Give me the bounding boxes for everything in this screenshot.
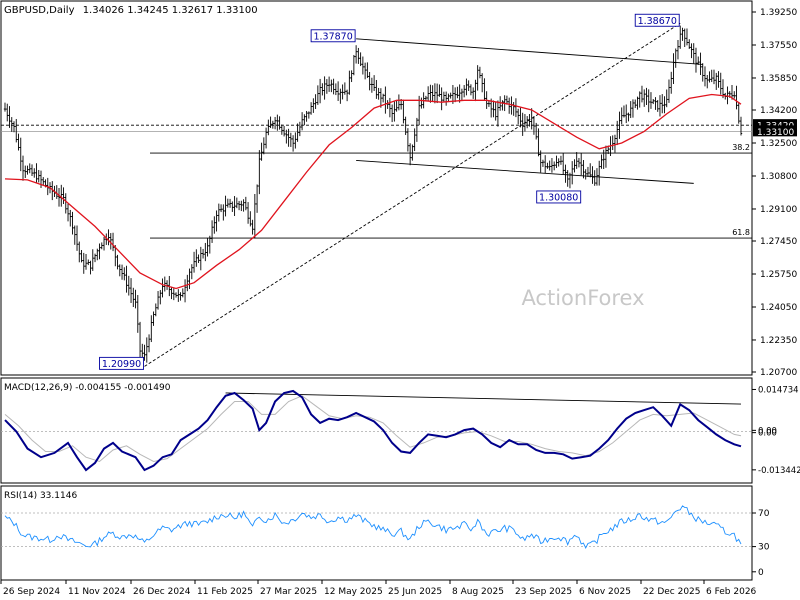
x-tick-label: 27 Mar 2025 xyxy=(260,587,317,597)
y-tick-label: 1.25750 xyxy=(760,270,797,280)
symbol-timeframe: GBPUSD,Daily xyxy=(4,5,75,16)
rsi-title: RSI(14) 33.1146 xyxy=(4,491,77,501)
price-annotation-label: 1.38670 xyxy=(638,16,677,27)
y-tick-label: 1.29100 xyxy=(760,205,797,215)
ohlc-values: 1.34026 1.34245 1.32617 1.33100 xyxy=(83,5,258,16)
x-tick-label: 6 Feb 2026 xyxy=(706,587,757,597)
trendline xyxy=(356,160,694,184)
rsi-line xyxy=(4,505,742,550)
y-tick-label: 1.37550 xyxy=(760,41,797,51)
x-tick-label: 26 Dec 2024 xyxy=(133,587,191,597)
macd-y-label: -0.013442 xyxy=(758,466,800,476)
price-annotation-box xyxy=(310,29,356,43)
x-tick-label: 6 Nov 2025 xyxy=(579,587,631,597)
price-annotation-label: 1.37870 xyxy=(313,31,352,42)
y-tick-label: 1.35850 xyxy=(760,74,797,84)
rsi-panel-frame xyxy=(0,485,753,581)
sma-line xyxy=(4,93,742,290)
y-tick-label: 1.24050 xyxy=(760,303,797,313)
x-axis: 26 Sep 2024 11 Nov 2024 26 Dec 2024 11 Feb … xyxy=(0,580,757,597)
rsi-y-label: 30 xyxy=(758,543,770,553)
fib-level-label: 61.8 xyxy=(732,228,750,237)
x-tick-label: 22 Dec 2025 xyxy=(643,587,701,597)
x-tick-label: 23 Sep 2025 xyxy=(515,587,572,597)
price-line-tag-bg xyxy=(753,119,797,131)
macd-line xyxy=(4,389,742,472)
price-annotation-box xyxy=(536,190,582,204)
trendline xyxy=(144,22,681,367)
price-annotation-label: 1.20990 xyxy=(102,359,141,370)
price-annotation-label: 1.30080 xyxy=(539,192,578,203)
macd-trendline xyxy=(225,392,742,405)
y-tick-label: 1.22350 xyxy=(760,336,797,346)
watermark: ActionForex xyxy=(521,286,644,310)
y-tick-label: 1.27450 xyxy=(760,237,797,247)
rsi-y-label: 0 xyxy=(758,568,764,578)
rsi-panel: 70 30 0 RSI(14) 33.1146 xyxy=(0,485,770,581)
y-tick-label: 1.34200 xyxy=(760,106,797,116)
price-panel-frame xyxy=(0,0,753,376)
price-annotation-box xyxy=(99,356,144,370)
y-tick-label: 1.30800 xyxy=(760,172,797,182)
last-price-tag-bg xyxy=(753,125,797,137)
fib-level-label: 38.2 xyxy=(732,143,750,152)
macd-y-label: 0.014734 xyxy=(758,385,799,395)
y-tick-label: 1.32500 xyxy=(760,139,797,149)
last-price-tag: 1.33100 xyxy=(757,128,794,138)
macd-y-label: 0.00 xyxy=(758,426,777,436)
price-panel: ActionForex 38.2 61.8 1.37870 1.38670 1.300… xyxy=(0,0,797,378)
chart-title: GBPUSD,Daily 1.34026 1.34245 1.32617 1.3… xyxy=(4,5,258,16)
x-tick-label: 11 Nov 2024 xyxy=(68,587,126,597)
x-tick-label: 12 May 2025 xyxy=(324,587,383,597)
rsi-y-label: 70 xyxy=(758,509,770,519)
macd-y-label: 0.00 xyxy=(758,429,777,439)
x-tick-label: 8 Aug 2025 xyxy=(452,587,504,597)
signal-line xyxy=(4,395,742,463)
x-tick-label: 26 Sep 2024 xyxy=(3,587,60,597)
price-annotation-box xyxy=(634,13,680,27)
x-tick-label: 11 Feb 2025 xyxy=(197,587,253,597)
x-tick-label: 25 Jun 2025 xyxy=(388,587,442,597)
y-tick-label: 1.39250 xyxy=(760,8,797,18)
macd-title: MACD(12,26,9) -0.004155 -0.001490 xyxy=(4,383,171,393)
trendline xyxy=(356,38,703,65)
y-tick-label: 1.20700 xyxy=(760,368,797,378)
